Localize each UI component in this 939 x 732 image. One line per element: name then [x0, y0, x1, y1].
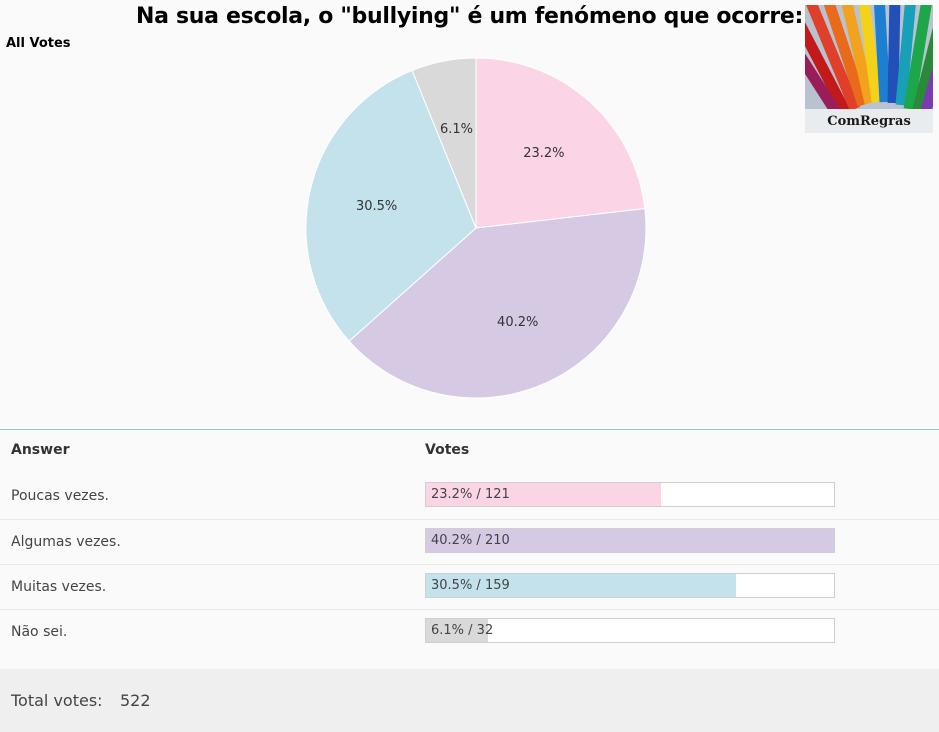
vote-bar-fill	[426, 483, 662, 506]
pie-slice	[305, 69, 477, 342]
answer-label: Algumas vezes.	[11, 534, 121, 550]
answer-header: Answer	[11, 442, 70, 458]
vote-bar-fill	[426, 574, 736, 597]
vote-bar-text: 40.2% / 210	[431, 533, 510, 548]
logo-text: ComRegras	[827, 114, 911, 129]
vote-bar-track: 23.2% / 121	[425, 482, 835, 507]
vote-bar-text: 30.5% / 159	[431, 578, 510, 593]
result-row: Muitas vezes. 30.5% / 159	[0, 564, 939, 610]
answer-label: Não sei.	[11, 624, 68, 640]
vote-bar-track: 6.1% / 32	[425, 618, 835, 643]
pie-slice	[475, 57, 646, 229]
vote-bar-track: 30.5% / 159	[425, 573, 835, 598]
pie-slice-label: 30.5%	[356, 199, 397, 214]
result-row: Não sei. 6.1% / 32	[0, 609, 939, 655]
poll-title: Na sua escola, o "bullying" é um fenómen…	[135, 4, 804, 29]
pie-slice-label: 23.2%	[523, 146, 564, 161]
total-votes-value: 522	[120, 691, 151, 710]
answer-label: Muitas vezes.	[11, 579, 107, 595]
pie-slice-label: 40.2%	[497, 315, 538, 330]
comregras-logo: ComRegras	[805, 5, 933, 133]
votes-header: Votes	[425, 442, 470, 458]
pie-slice	[348, 208, 647, 399]
pie-slice-label: 6.1%	[440, 122, 473, 137]
answer-label: Poucas vezes.	[11, 488, 110, 504]
vote-bar-text: 6.1% / 32	[431, 623, 494, 638]
vote-bar-track: 40.2% / 210	[425, 528, 835, 553]
result-row: Algumas vezes. 40.2% / 210	[0, 519, 939, 565]
pie-chart: 23.2% 40.2% 30.5% 6.1%	[305, 57, 647, 399]
result-row: Poucas vezes. 23.2% / 121	[0, 474, 939, 519]
vote-bar-fill	[426, 619, 488, 642]
total-votes-label: Total votes:	[11, 691, 103, 710]
divider	[0, 429, 939, 430]
vote-bar-text: 23.2% / 121	[431, 487, 510, 502]
all-votes-label: All Votes	[6, 36, 71, 51]
vote-bar-fill	[426, 529, 834, 552]
pie-slice	[411, 57, 477, 229]
total-votes-footer: Total votes: 522	[0, 669, 939, 732]
